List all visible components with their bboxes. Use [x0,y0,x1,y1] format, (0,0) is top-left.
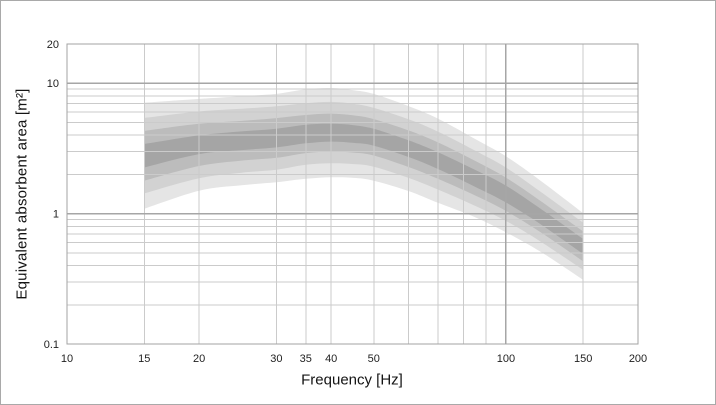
y-tick-label: 20 [47,39,59,51]
y-tick-label: 0.1 [44,339,59,351]
x-tick-label: 15 [138,353,150,365]
x-tick-label: 35 [300,353,312,365]
x-tick-label: 100 [497,353,515,365]
x-axis-title: Frequency [Hz] [301,371,403,389]
y-axis-title: Equivalent absorbent area [m²] [13,88,31,300]
x-tick-label: 10 [61,353,73,365]
x-tick-label: 40 [325,353,337,365]
x-tick-label: 50 [368,353,380,365]
x-tick-label: 20 [193,353,205,365]
x-tick-label: 30 [270,353,282,365]
plot-border [66,43,639,345]
x-tick-label: 150 [574,353,592,365]
x-tick-label: 200 [629,353,647,365]
inner-band [144,123,584,254]
y-tick-label: 1 [53,209,59,221]
mid-band [144,113,584,262]
y-tick-label: 10 [47,78,59,90]
